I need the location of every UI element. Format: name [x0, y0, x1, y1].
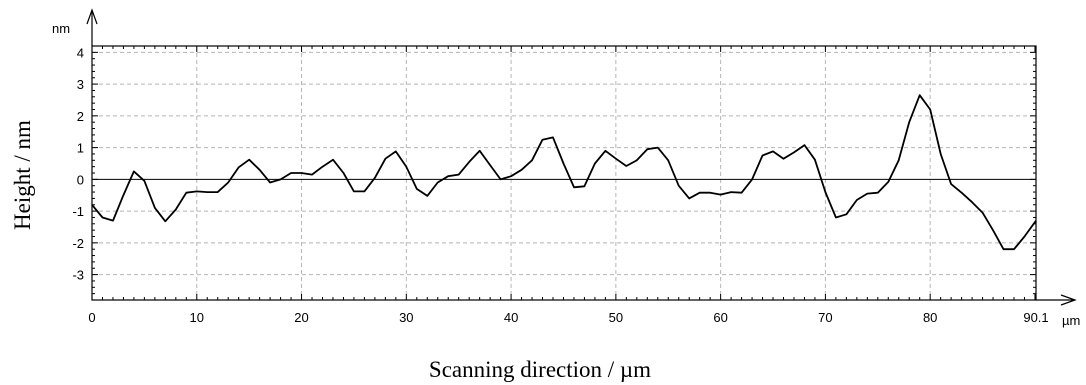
- y-tick-label: -3: [72, 268, 84, 283]
- y-tick-label: 1: [77, 141, 84, 156]
- x-tick-label: 0: [88, 310, 95, 325]
- x-tick-label: 10: [190, 310, 204, 325]
- y-tick-label: 4: [77, 45, 84, 60]
- tick-labels: 0 10 20 30 40 50 60 70 80 90.1 -3 -2 -1 0 1 2 3 4: [72, 45, 1048, 325]
- y-axis-title: Height / nm: [10, 120, 35, 230]
- y-tick-label: 0: [77, 172, 84, 187]
- y-tick-label: 3: [77, 77, 84, 92]
- x-tick-label: 50: [609, 310, 623, 325]
- x-tick-label: 70: [818, 310, 832, 325]
- axis-arrows: [86, 8, 1077, 306]
- series-group: [91, 94, 1037, 251]
- y-tick-label: -2: [72, 236, 84, 251]
- x-axis-title: Scanning direction / µm: [429, 357, 651, 382]
- x-tick-label: 60: [713, 310, 727, 325]
- grid-lines: [92, 46, 1036, 300]
- x-tick-label: 20: [294, 310, 308, 325]
- x-tick-label: 40: [504, 310, 518, 325]
- x-tick-label: 90.1: [1023, 310, 1048, 325]
- y-tick-label: -1: [72, 204, 84, 219]
- x-unit-label: µm: [1062, 313, 1080, 328]
- x-tick-label: 30: [399, 310, 413, 325]
- y-tick-label: 2: [77, 109, 84, 124]
- height-profile-line: [91, 94, 1037, 251]
- y-unit-label: nm: [52, 21, 70, 36]
- y-axis-arrowhead: [86, 8, 98, 25]
- tick-marks: [91, 45, 1036, 301]
- x-axis-arrowhead: [1060, 294, 1077, 306]
- x-tick-label: 80: [923, 310, 937, 325]
